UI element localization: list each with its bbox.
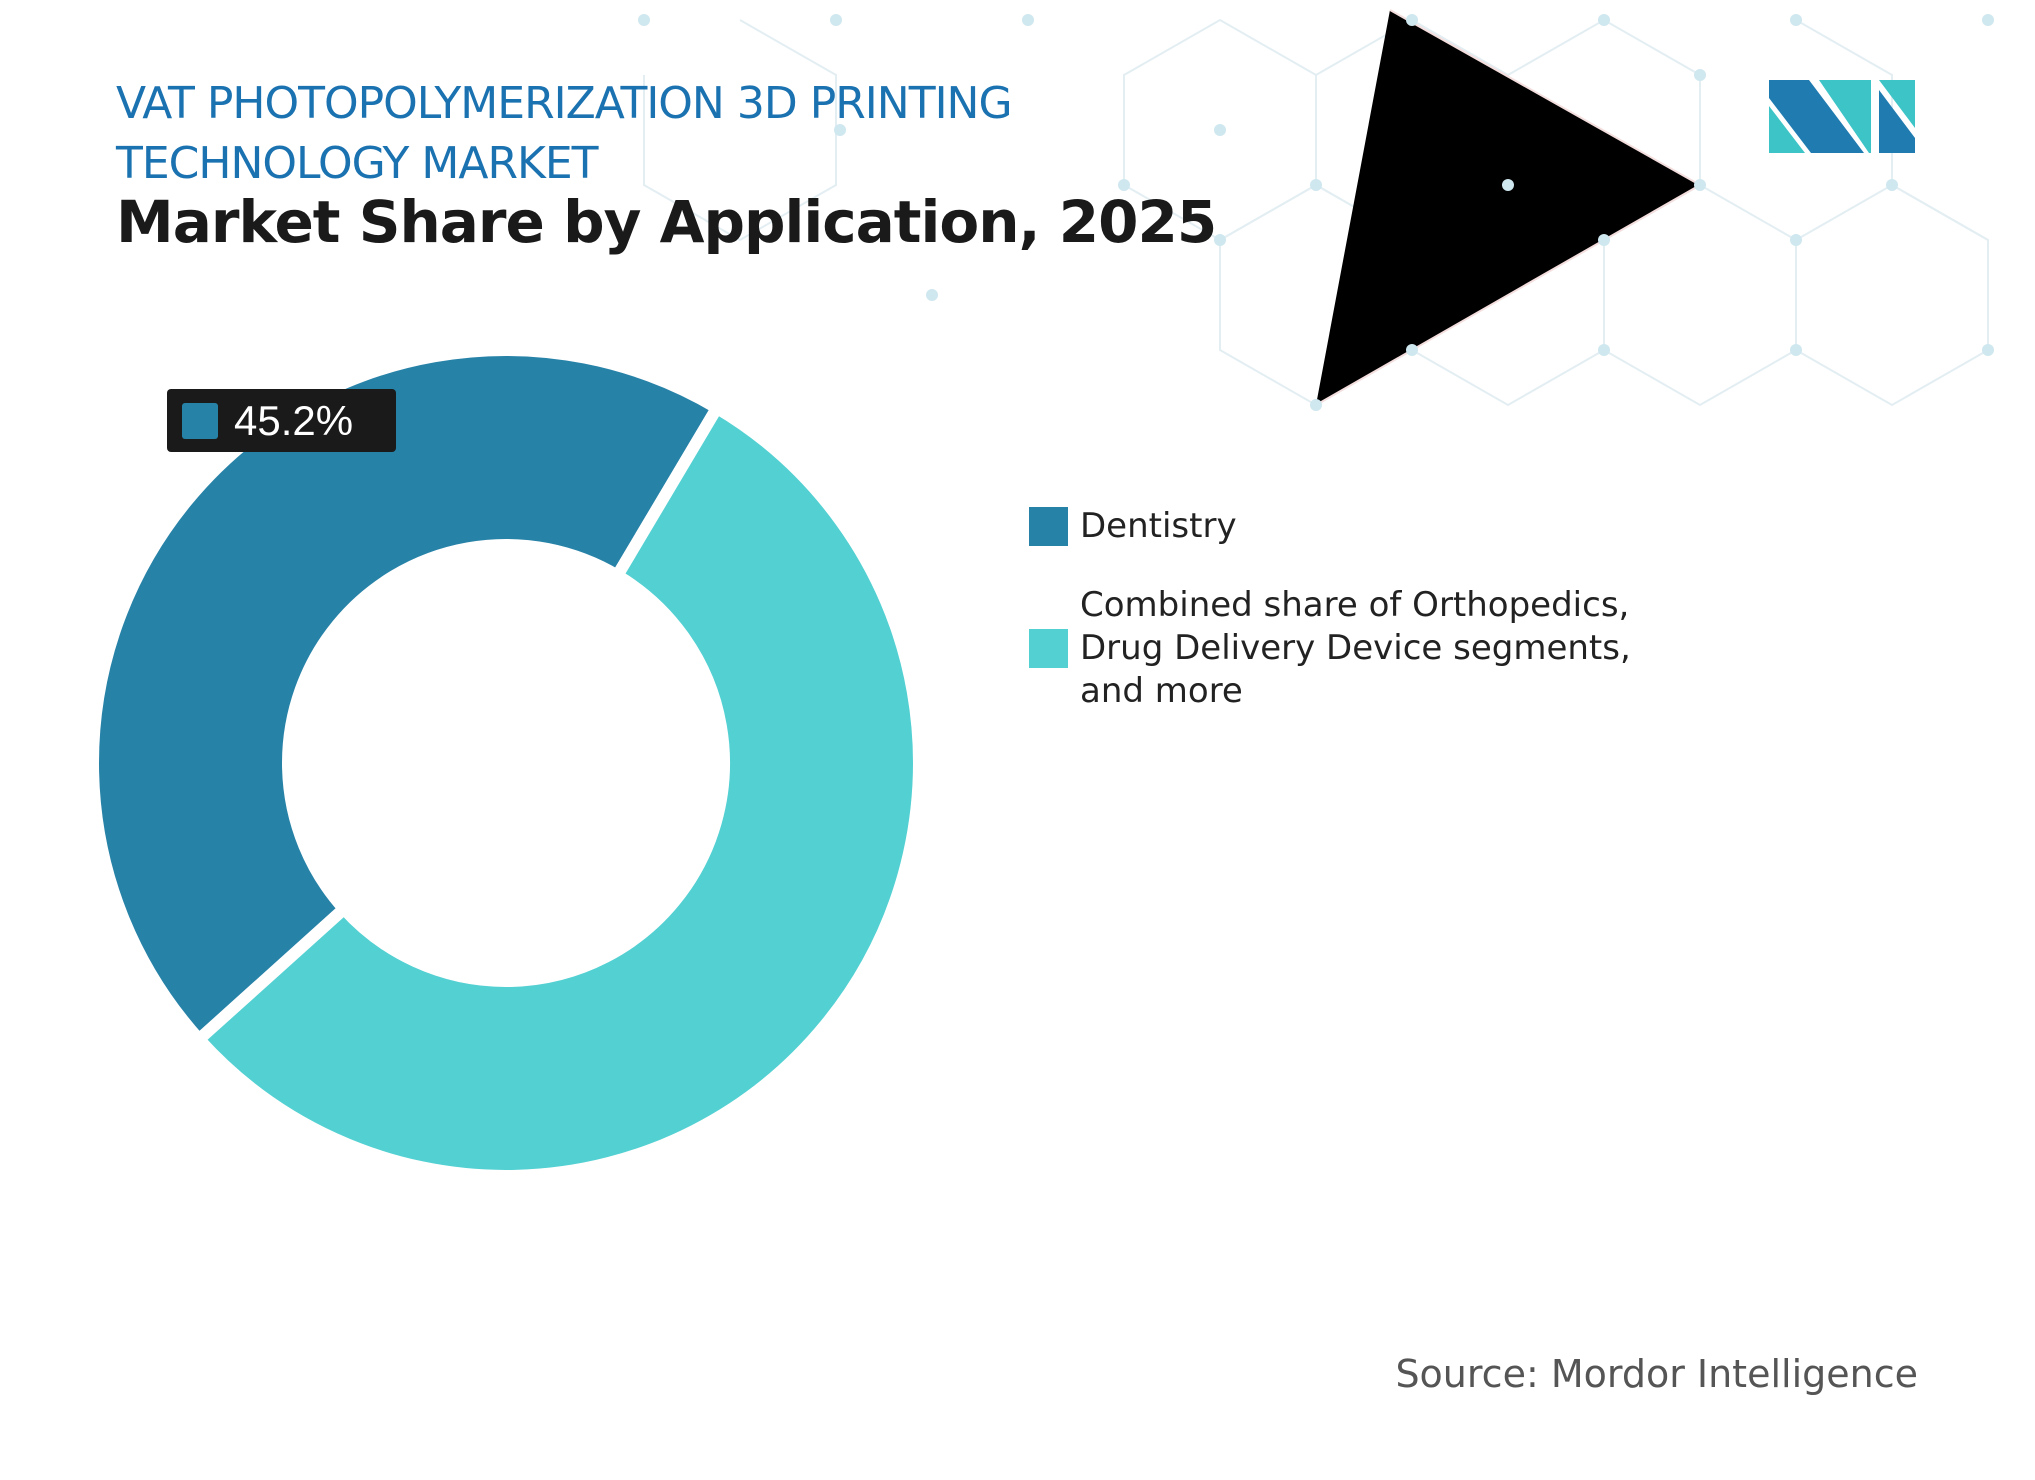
data-label-dentistry: 45.2%: [167, 389, 396, 452]
legend-swatch: [1029, 629, 1068, 668]
donut-slice-others: [190, 399, 925, 1182]
legend-item-others: Combined share of Orthopedics, Drug Deli…: [1029, 584, 1680, 713]
legend-label: Combined share of Orthopedics, Drug Deli…: [1080, 585, 1631, 711]
legend-label: Dentistry: [1080, 506, 1237, 546]
donut-slice-dentistry: [87, 344, 726, 1048]
data-label-swatch: [182, 402, 218, 439]
data-label-value: 45.2%: [234, 396, 354, 444]
source-note: Source: Mordor Intelligence: [1395, 1352, 1918, 1396]
title-line-2: TECHNOLOGY MARKET: [116, 138, 599, 189]
legend-item-dentistry: Dentistry: [1029, 505, 1700, 548]
mordor-logo: [1769, 80, 1915, 153]
report-title: VAT PHOTOPOLYMERIZATION 3D PRINTING TECH…: [116, 74, 1013, 194]
chart-subtitle: Market Share by Application, 2025: [116, 188, 1217, 256]
legend-swatch: [1029, 507, 1068, 546]
title-line-1: VAT PHOTOPOLYMERIZATION 3D PRINTING: [116, 78, 1013, 129]
